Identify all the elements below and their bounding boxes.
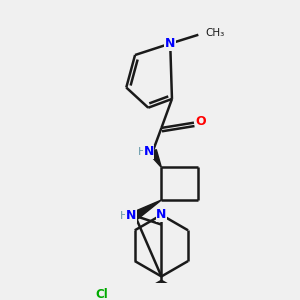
Text: H: H [137,147,146,157]
Text: N: N [165,37,175,50]
Text: H: H [120,211,128,221]
Text: N: N [156,208,167,221]
Polygon shape [133,200,161,219]
Text: Cl: Cl [96,287,109,300]
Text: N: N [143,145,154,158]
Text: O: O [195,116,206,128]
Text: N: N [126,209,136,222]
Text: CH₃: CH₃ [205,28,224,38]
Polygon shape [149,150,161,167]
